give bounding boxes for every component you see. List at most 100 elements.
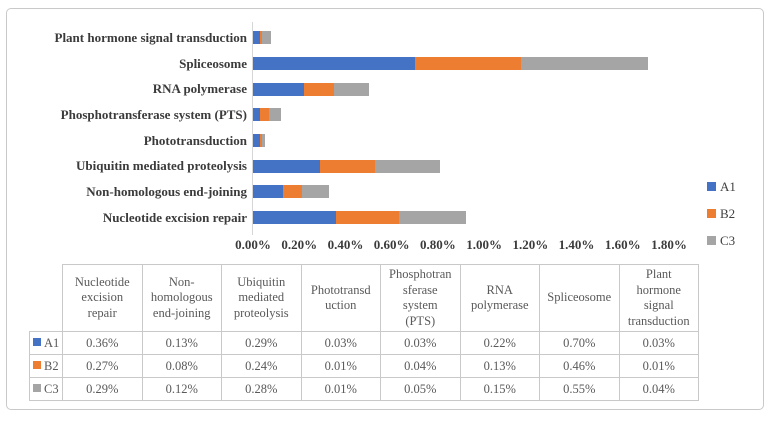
bar-track — [253, 134, 265, 148]
bar-row: Phosphotransferase system (PTS) — [7, 102, 763, 128]
table-cell: 0.03% — [300, 331, 381, 355]
table-column-header: Ubiquitin mediated proteolysis — [221, 264, 302, 332]
bar-track — [253, 82, 369, 96]
data-table: Nucleotide excision repair Non- homologou… — [29, 264, 699, 401]
table-cell: 0.08% — [141, 354, 222, 378]
bar-track — [253, 57, 649, 71]
row-key-A1: A1 — [29, 331, 63, 355]
bar-row: Non-homologous end-joining — [7, 179, 763, 205]
legend-swatch-B2 — [707, 209, 716, 218]
legend-label: C3 — [720, 232, 736, 248]
table-column-header: Non- homologous end-joining — [141, 264, 222, 332]
table-cell: 0.05% — [380, 377, 461, 401]
legend-item-A1: A1 — [707, 173, 736, 200]
table-row: B2 0.27% 0.08% 0.24% 0.01% 0.04% 0.13% 0.46% 0.0… — [29, 354, 699, 378]
bar-rows: Plant hormone signal transduction Spliceo… — [7, 25, 763, 231]
table-column-header: Phototransd uction — [300, 264, 381, 332]
table-cell: 0.46% — [539, 354, 620, 378]
category-label: Non-homologous end-joining — [86, 183, 247, 199]
x-axis-tick-label: 0.00% — [235, 237, 271, 252]
series-key-swatch-A1 — [33, 337, 41, 346]
category-label: Phototransduction — [143, 132, 247, 148]
bar-segment-A1 — [253, 159, 321, 173]
x-axis-tick-label: 1.80% — [651, 237, 687, 252]
pathway-stacked-bar-chart: Plant hormone signal transduction Spliceo… — [7, 9, 763, 259]
category-label: Plant hormone signal transduction — [54, 29, 248, 45]
category-label: Ubiquitin mediated proteolysis — [76, 158, 247, 174]
table-cell: 0.24% — [221, 354, 302, 378]
bar-row: Plant hormone signal transduction — [7, 25, 763, 51]
table-column-header: RNA polymerase — [459, 264, 540, 332]
bar-segment-A1 — [253, 82, 304, 96]
table-cell: 0.01% — [300, 377, 381, 401]
x-axis-tick-label: 0.80% — [420, 237, 456, 252]
table-cell: 0.55% — [539, 377, 620, 401]
table-row: C3 0.29% 0.12% 0.28% 0.01% 0.05% 0.15% 0.55% 0.0… — [29, 377, 699, 401]
legend-item-B2: B2 — [707, 200, 736, 227]
table-cell: 0.03% — [618, 331, 699, 355]
row-key-label: A1 — [44, 335, 60, 350]
bar-segment-B2 — [259, 134, 263, 148]
table-cell: 0.15% — [459, 377, 540, 401]
table-cell: 0.22% — [459, 331, 540, 355]
category-label: RNA polymerase — [152, 81, 247, 97]
legend-label: A1 — [720, 178, 736, 194]
table-cell: 0.28% — [221, 377, 302, 401]
x-axis-tick-label: 0.60% — [373, 237, 410, 252]
bar-segment-B2 — [336, 211, 399, 225]
bar-segment-A1 — [253, 134, 260, 148]
table-cell: 0.12% — [141, 377, 222, 401]
series-key-swatch-B2 — [33, 360, 41, 369]
bar-row: Spliceosome — [7, 51, 763, 77]
table-cell: 0.29% — [221, 331, 302, 355]
bar-row: Phototransduction — [7, 128, 763, 154]
bar-segment-B2 — [259, 31, 263, 45]
table-column-header: Nucleotide excision repair — [62, 264, 143, 332]
bar-segment-C3 — [521, 57, 649, 71]
category-axis-line — [252, 22, 253, 235]
bar-segment-B2 — [414, 57, 522, 71]
table-column-header: Spliceosome — [539, 264, 620, 332]
bar-segment-C3 — [262, 134, 265, 148]
table-cell: 0.27% — [62, 354, 143, 378]
bar-track — [253, 31, 272, 45]
x-axis-tick-label: 1.40% — [558, 237, 595, 252]
chart-legend: A1 B2 C3 — [707, 173, 736, 254]
row-key-B2: B2 — [29, 354, 63, 378]
category-label: Spliceosome — [179, 55, 247, 71]
table-cell: 0.13% — [141, 331, 222, 355]
figure-border: Plant hormone signal transduction Spliceo… — [6, 8, 764, 410]
bar-segment-C3 — [398, 211, 466, 225]
legend-swatch-A1 — [707, 182, 716, 191]
bar-segment-C3 — [301, 185, 330, 199]
bar-segment-C3 — [262, 31, 272, 45]
bar-segment-A1 — [253, 57, 415, 71]
bar-row: Nucleotide excision repair — [7, 205, 763, 231]
bar-segment-A1 — [253, 31, 260, 45]
bar-segment-B2 — [259, 108, 270, 122]
table-row: A1 0.36% 0.13% 0.29% 0.03% 0.03% 0.22% 0.70% 0.0… — [29, 331, 699, 355]
legend-label: B2 — [720, 205, 736, 221]
table-cell: 0.01% — [300, 354, 381, 378]
x-axis-tick-label: 1.60% — [604, 237, 641, 252]
series-key-swatch-C3 — [33, 383, 41, 392]
x-axis-tick-label: 1.00% — [466, 237, 502, 252]
bar-track — [253, 108, 281, 122]
bar-track — [253, 211, 466, 225]
row-key-label: B2 — [44, 358, 59, 373]
table-cell: 0.29% — [62, 377, 143, 401]
x-axis: 0.00% 0.20% 0.40% 0.60% 0.80% 1.00% 1.20% 1.40%… — [7, 237, 763, 257]
bar-segment-B2 — [283, 185, 302, 199]
bar-track — [253, 185, 330, 199]
table-cell: 0.70% — [539, 331, 620, 355]
table-cell: 0.13% — [459, 354, 540, 378]
table-cell: 0.36% — [62, 331, 143, 355]
table-corner-cell — [30, 265, 63, 332]
bar-segment-C3 — [333, 82, 369, 96]
bar-segment-A1 — [253, 211, 337, 225]
row-key-label: C3 — [44, 381, 59, 396]
legend-swatch-C3 — [707, 236, 716, 245]
bar-segment-A1 — [253, 185, 284, 199]
x-axis-tick-label: 1.20% — [512, 237, 549, 252]
